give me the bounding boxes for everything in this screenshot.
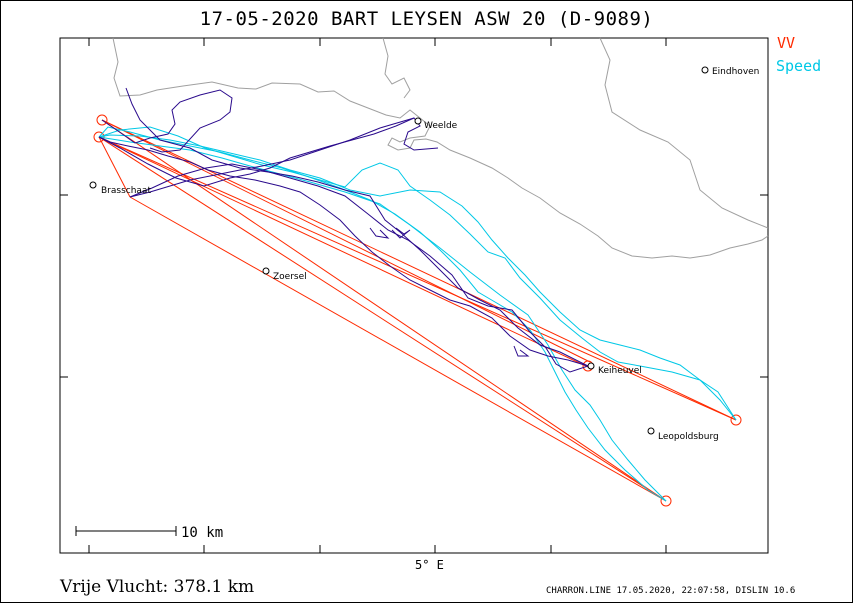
task-leg — [101, 119, 667, 502]
track-vv-path — [369, 227, 390, 239]
axis-ticks — [60, 38, 768, 553]
country-border — [112, 37, 769, 259]
task-leg — [98, 136, 131, 198]
track-speed-path — [98, 136, 667, 502]
track-speed-path — [98, 126, 667, 502]
legend-speed: Speed — [776, 57, 822, 75]
task-lines — [93, 114, 742, 507]
place-label-zoersel: Zoersel — [273, 272, 307, 282]
turnpoint-marker — [730, 414, 742, 426]
distance-label: Vrije Vlucht: 378.1 km — [60, 577, 255, 597]
x-axis-tick-label: 5° E — [415, 558, 444, 572]
scale-bar: 10 km — [75, 525, 223, 541]
track-vv-path — [513, 345, 530, 357]
track-vv-path — [125, 87, 589, 367]
country-border-east — [599, 37, 769, 229]
legend-vv: VV — [777, 34, 796, 52]
page-title: 17-05-2020 BART LEYSEN ASW 20 (D-9089) — [199, 8, 654, 30]
task-leg — [98, 136, 589, 368]
task-leg — [129, 196, 667, 502]
place-label-keiheuvel: Keiheuvel — [598, 366, 642, 376]
place-label-brasschaat: Brasschaat — [101, 186, 151, 196]
track-vv-path — [129, 163, 589, 373]
track-speed — [98, 126, 737, 502]
country-border-north — [382, 37, 411, 99]
place-label-leopoldsburg: Leopoldsburg — [658, 432, 719, 442]
task-leg — [98, 136, 737, 421]
track-speed-path — [98, 134, 737, 421]
track-vv-path — [101, 89, 233, 153]
place-label-weelde: Weelde — [424, 121, 458, 131]
turnpoint-marker — [93, 131, 105, 143]
turnpoint-marker — [96, 114, 108, 126]
footer-credit: CHARRON.LINE 17.05.2020, 22:07:58, DISLI… — [546, 586, 796, 596]
task-leg — [98, 136, 667, 502]
turnpoint-marker — [660, 495, 672, 507]
scale-bar-label: 10 km — [181, 525, 223, 541]
track-vv-path — [98, 136, 589, 367]
plot-frame — [59, 37, 769, 554]
track-vv-path — [98, 117, 439, 187]
place-dot-leopoldsburg — [647, 427, 655, 435]
place-label-eindhoven: Eindhoven — [712, 67, 759, 77]
place-dot-eindhoven — [701, 66, 709, 74]
place-dot-weelde — [414, 117, 422, 125]
place-dot-brasschaat — [89, 181, 97, 189]
place-dot-zoersel — [262, 267, 270, 275]
place-dot-keiheuvel — [587, 362, 595, 370]
task-leg — [101, 119, 591, 363]
place-markers: Eindhoven Weelde Brasschaat Zoersel Keih… — [89, 66, 759, 442]
track-vv — [98, 87, 589, 373]
track-vv-path — [391, 227, 411, 239]
track-speed-path — [98, 126, 737, 421]
